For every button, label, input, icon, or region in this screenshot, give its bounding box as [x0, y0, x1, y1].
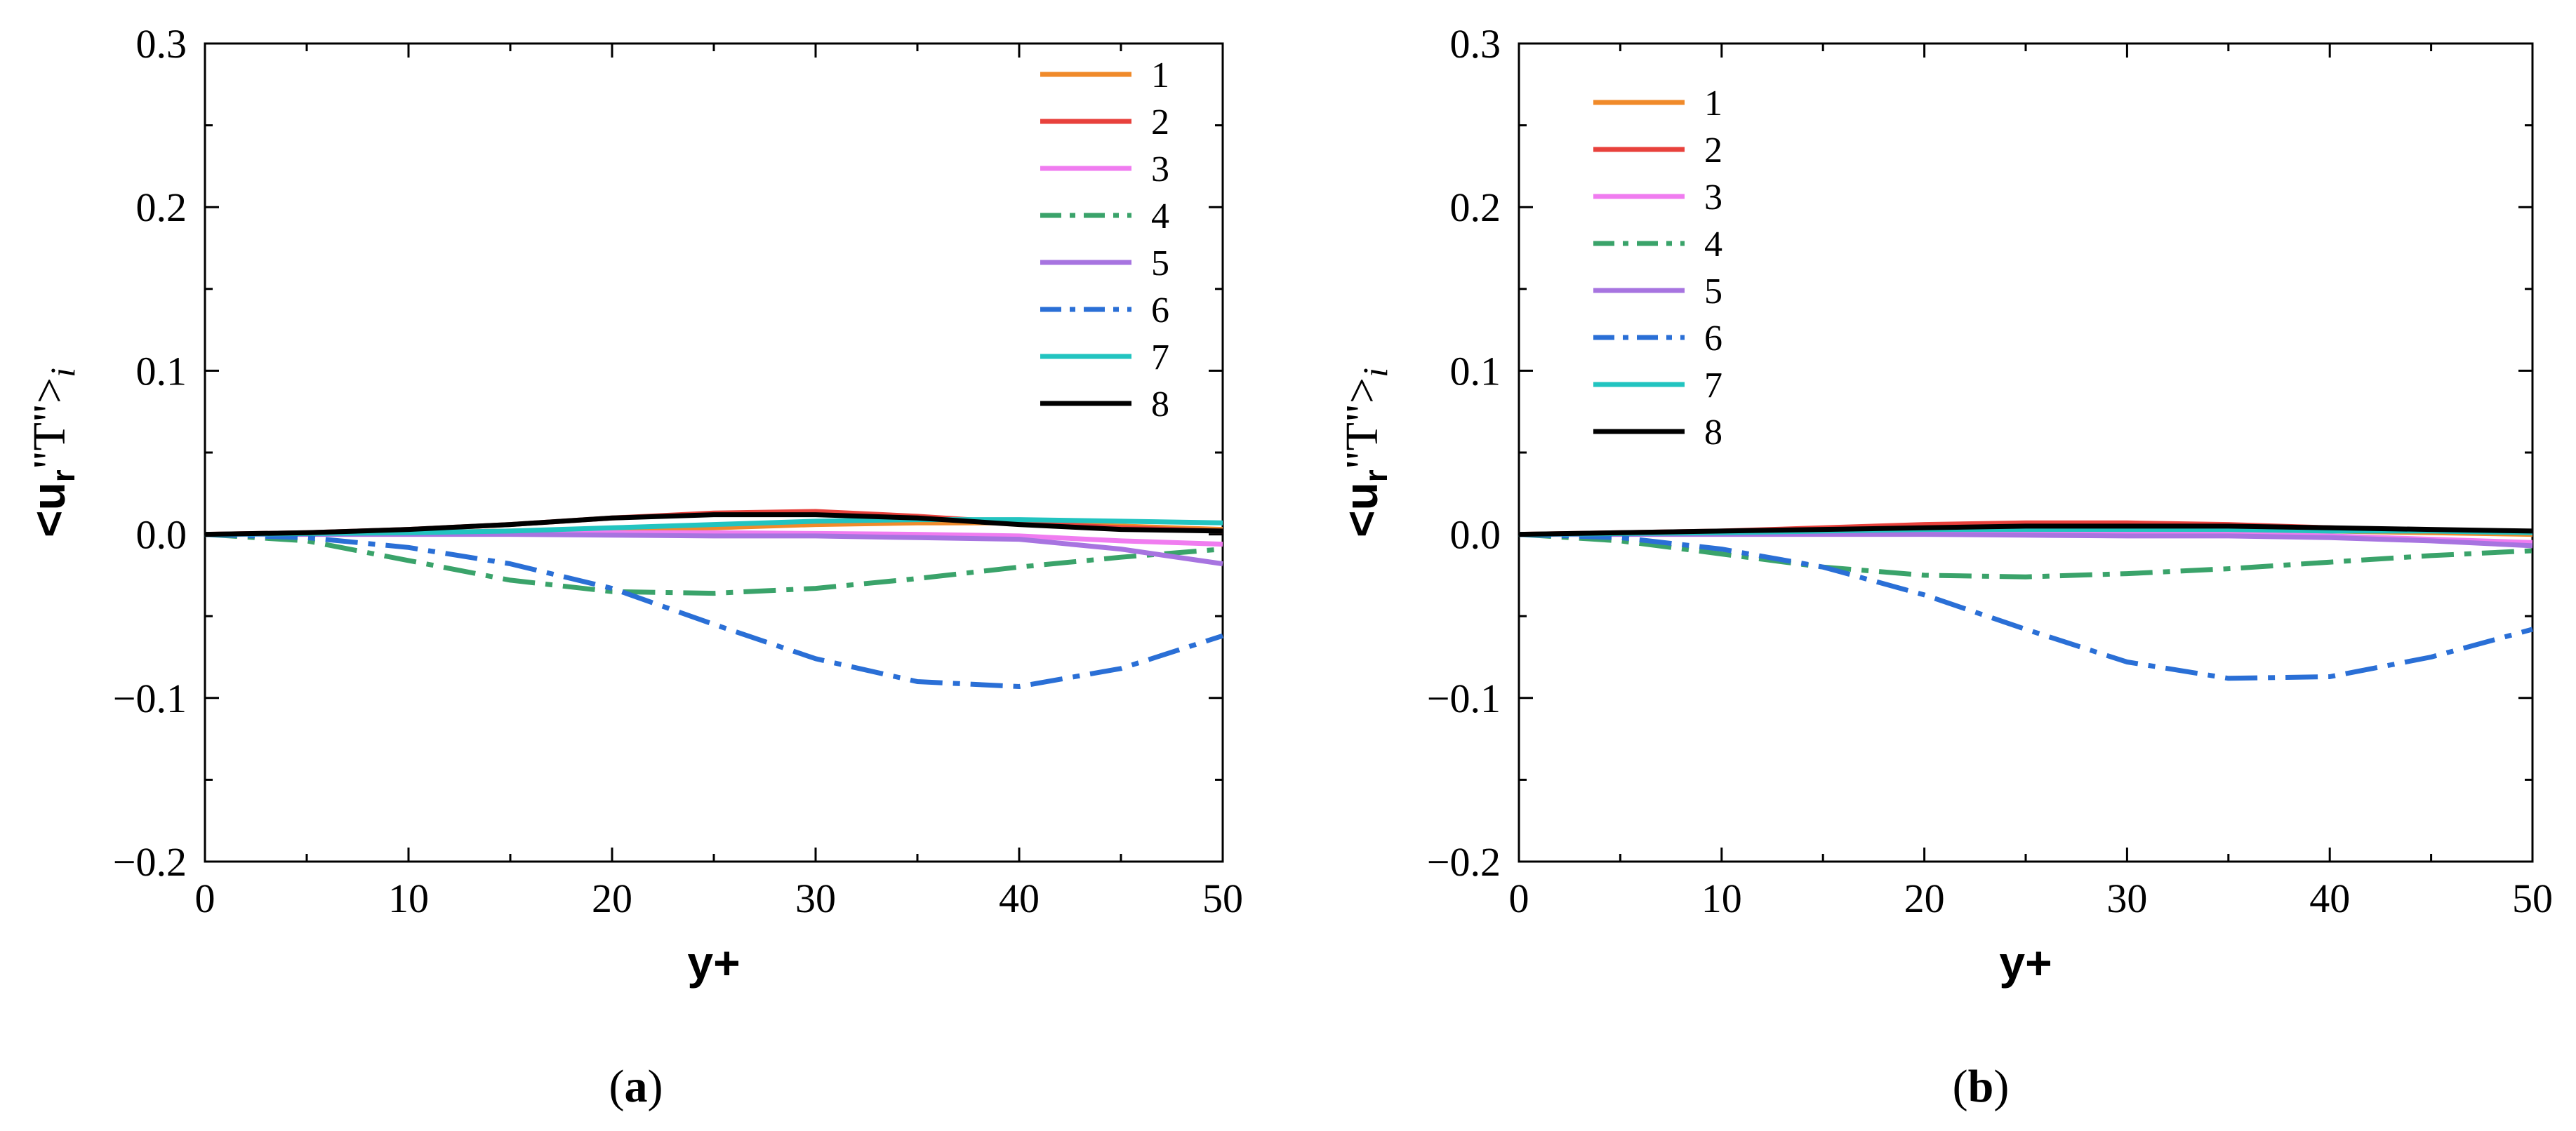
legend-label-7: 7: [1704, 366, 1722, 406]
caption-letter: b: [1968, 1061, 1994, 1112]
caption-open: (: [1953, 1061, 1968, 1112]
y-tick-label: 0.2: [136, 185, 187, 230]
caption-close: ): [648, 1061, 663, 1112]
y-axis-title-open: <u: [1335, 482, 1387, 537]
y-tick-label: 0.0: [136, 512, 187, 558]
x-tick-label: 40: [2309, 876, 2350, 921]
legend-label-7: 7: [1151, 337, 1169, 377]
y-axis-title-sub: r: [1357, 469, 1394, 482]
legend-label-2: 2: [1704, 130, 1722, 170]
legend: 1 2 3 4 5 6 7 8: [1593, 83, 1722, 453]
legend-label-1: 1: [1704, 83, 1722, 123]
series-line-4: [1518, 532, 2533, 580]
y-tick-label: 0.1: [1450, 348, 1501, 394]
y-tick-label: −0.1: [1427, 676, 1501, 721]
legend-label-8: 8: [1151, 384, 1169, 424]
x-tick-label: 30: [2106, 876, 2147, 921]
legend-label-1: 1: [1151, 55, 1169, 95]
chart-panel-b: 0 10 20 30 40 50 −0.2 −0.1 0.0 0.1 0.2 0.3 1 2 3 4 5 6 7 8 y…: [1335, 21, 2553, 1112]
panel-caption: (a): [609, 1061, 663, 1112]
legend-label-5: 5: [1704, 272, 1722, 312]
y-axis-title-italic: i: [1355, 368, 1395, 377]
y-tick-label: −0.2: [113, 839, 187, 885]
x-tick-label: 20: [592, 876, 632, 921]
legend-label-3: 3: [1151, 149, 1169, 189]
x-tick-label: 50: [1202, 876, 1243, 921]
y-axis-title-mid: "T">: [1336, 377, 1388, 469]
x-tick-label: 0: [1509, 876, 1529, 921]
series-line-6: [204, 532, 1224, 689]
x-tick-label: 20: [1904, 876, 1945, 921]
panel-caption: (b): [1953, 1061, 2010, 1112]
series-line-6: [1518, 532, 2533, 681]
series-line-8: [204, 512, 1223, 537]
x-axis-title: y+: [687, 937, 740, 989]
legend-label-6: 6: [1151, 290, 1169, 330]
x-tick-label: 30: [795, 876, 836, 921]
caption-close: ): [1993, 1061, 2009, 1112]
y-axis-title-italic: i: [43, 368, 82, 377]
legend-label-3: 3: [1704, 178, 1722, 218]
series-line-8: [1518, 523, 2533, 537]
y-tick-label: 0.2: [1450, 185, 1501, 230]
legend-label-4: 4: [1704, 225, 1722, 265]
x-tick-label: 10: [388, 876, 429, 921]
y-axis-title-mid: "T">: [24, 377, 75, 469]
y-tick-label: −0.2: [1427, 839, 1501, 885]
legend: 1 2 3 4 5 6 7 8: [1040, 55, 1169, 424]
y-tick-label: 0.3: [1450, 21, 1501, 67]
y-axis-title-sub: r: [45, 469, 81, 482]
y-tick-label: −0.1: [113, 676, 187, 721]
caption-open: (: [609, 1061, 625, 1112]
legend-label-5: 5: [1151, 243, 1169, 283]
legend-label-2: 2: [1151, 102, 1169, 142]
legend-label-4: 4: [1151, 196, 1169, 236]
chart-panel-a: 0 10 20 30 40 50 −0.2 −0.1 0.0 0.1 0.2 0.3 1 2 3 4 5 6 7 8 y…: [22, 21, 1243, 1112]
caption-letter: a: [625, 1061, 648, 1112]
y-tick-label: 0.3: [136, 21, 187, 67]
y-axis-title: <ur"T">i: [1335, 368, 1395, 537]
legend-label-6: 6: [1704, 319, 1722, 359]
series-line-4: [204, 532, 1223, 596]
y-tick-label: 0.0: [1450, 512, 1501, 558]
plot-frame: [1518, 42, 2534, 863]
x-axis-title: y+: [1999, 937, 2052, 989]
x-tick-label: 10: [1701, 876, 1742, 921]
y-axis-title: <ur"T">i: [22, 368, 82, 537]
x-tick-label: 40: [999, 876, 1040, 921]
y-tick-label: 0.1: [136, 348, 187, 394]
x-tick-label: 50: [2512, 876, 2553, 921]
y-axis-title-open: <u: [22, 482, 74, 537]
x-tick-label: 0: [195, 876, 215, 921]
legend-label-8: 8: [1704, 413, 1722, 453]
